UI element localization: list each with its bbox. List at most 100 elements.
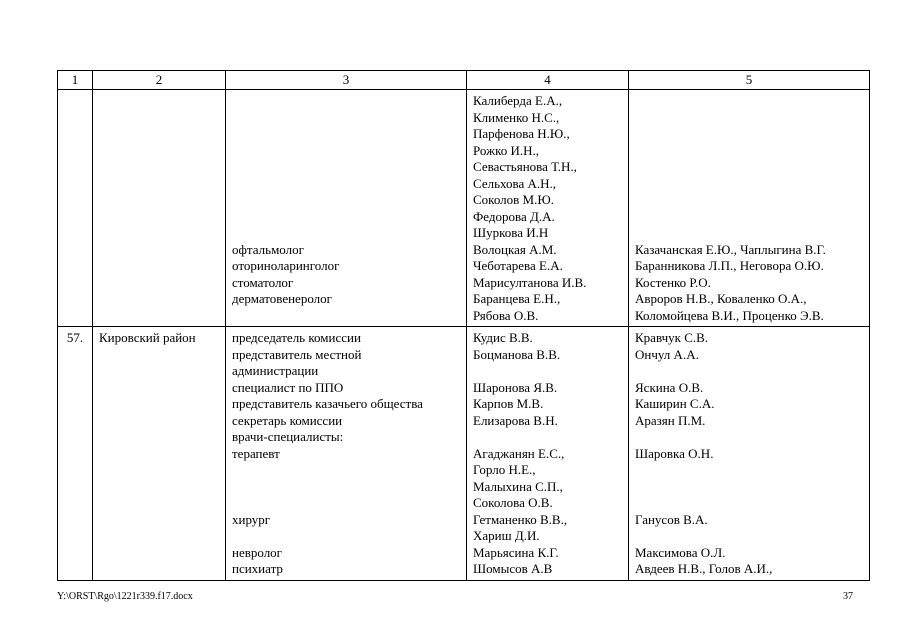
cell-line: секретарь комиссии: [232, 412, 343, 428]
members-cell: Калиберда Е.А., Клименко Н.С., Парфенова Н…: [466, 89, 629, 327]
cell-line: Шуркова И.Н: [473, 225, 549, 240]
column-header: 4: [466, 70, 629, 90]
cell-line: терапевт: [232, 445, 280, 461]
cell-line: председатель комиссии: [232, 330, 361, 345]
members-extra-cell: Кравчук С.В. Ончул А.А. Яскина О.В. Каширин…: [628, 326, 870, 581]
cell-line: [232, 495, 460, 512]
cell-line: Агаджанян Е.С.,: [473, 445, 565, 461]
cell-line: Шаровка О.Н.: [635, 445, 714, 461]
cell-line: Ганусов В.А.: [635, 511, 708, 527]
row-number-cell: [57, 89, 93, 327]
page-number: 37: [843, 591, 853, 602]
cell-line: Шомысов А.В: [473, 561, 553, 576]
district-name: Кировский район: [99, 330, 196, 345]
cell-line: [232, 143, 460, 160]
cell-line: [635, 429, 863, 446]
cell-line: Рожко И.Н.,: [473, 142, 539, 158]
cell-line: Казачанская Е.Ю., Чаплыгина В.Г.: [635, 241, 826, 257]
cell-line: Баранцева Е.Н.,: [473, 291, 561, 306]
cell-line: Костенко Р.О.: [635, 274, 711, 290]
cell-line: Каширин С.А.: [635, 396, 715, 411]
cell-line: Карпов М.В.: [473, 396, 544, 411]
cell-line: Максимова О.Л.: [635, 544, 726, 560]
cell-line: представитель местной: [232, 346, 362, 362]
cell-line: Горло Н.Е.,: [473, 462, 536, 477]
column-header: 1: [57, 70, 93, 90]
cell-line: Сельхова А.Н.,: [473, 175, 557, 191]
cell-line: Кравчук С.В.: [635, 330, 709, 345]
roles-cell: офтальмолог оториноларинголог стоматолог де…: [225, 89, 467, 327]
cell-line: дерматовенеролог: [232, 291, 332, 306]
table-body: офтальмолог оториноларинголог стоматолог де…: [57, 89, 870, 581]
cell-line: Марисултанова И.В.: [473, 274, 587, 290]
cell-line: администрации: [232, 363, 319, 378]
cell-line: [635, 528, 863, 545]
cell-line: врачи-специалисты:: [232, 429, 344, 444]
cell-line: [635, 495, 863, 512]
cell-line: невролог: [232, 544, 283, 560]
cell-line: Марьясина К.Г.: [473, 544, 559, 560]
cell-line: Федорова Д.А.: [473, 208, 555, 224]
cell-line: Аразян П.М.: [635, 412, 706, 428]
cell-line: [232, 479, 460, 496]
cell-line: [232, 110, 460, 127]
cell-line: Волоцкая А.М.: [473, 241, 557, 257]
cell-line: Малыхина С.П.,: [473, 478, 563, 494]
cell-line: Калиберда Е.А.,: [473, 93, 563, 108]
district-name: [99, 93, 219, 110]
cell-line: Клименко Н.С.,: [473, 109, 560, 125]
cell-line: Севастьянова Т.Н.,: [473, 159, 577, 174]
cell-line: [232, 126, 460, 143]
cell-line: [635, 110, 863, 127]
cell-line: [232, 462, 460, 479]
cell-line: [232, 192, 460, 209]
cell-line: [473, 363, 622, 380]
cell-line: Ончул А.А.: [635, 346, 699, 362]
cell-line: [635, 192, 863, 209]
cell-line: [635, 126, 863, 143]
table-row: 57. Кировский район председатель комиссии п…: [57, 326, 870, 581]
cell-line: представитель казачьего общества: [232, 396, 423, 411]
cell-line: офтальмолог: [232, 241, 304, 257]
cell-line: [232, 225, 460, 242]
footer-file-path: Y:\ORST\Rgo\1221r339.f17.docx: [57, 591, 193, 602]
cell-line: [473, 429, 622, 446]
column-header: 3: [225, 70, 467, 90]
cell-line: Чеботарева Е.А.: [473, 258, 563, 273]
cell-line: [635, 93, 863, 110]
district-cell: Кировский район: [92, 326, 226, 581]
cell-line: Елизарова В.Н.: [473, 412, 558, 428]
cell-line: Соколов М.Ю.: [473, 192, 554, 207]
cell-line: специалист по ППО: [232, 379, 344, 395]
cell-line: Яскина О.В.: [635, 379, 704, 395]
members-extra-cell: Казачанская Е.Ю., Чаплыгина В.Г. Баранник…: [628, 89, 870, 327]
cell-line: [232, 159, 460, 176]
roles-cell: председатель комиссии представитель местн…: [225, 326, 467, 581]
cell-line: Кудис В.В.: [473, 330, 533, 345]
district-cell: [92, 89, 226, 327]
cell-line: [232, 528, 460, 545]
row-number-cell: 57.: [57, 326, 93, 581]
cell-line: психиатр: [232, 561, 283, 576]
cell-line: [635, 143, 863, 160]
cell-line: Хариш Д.И.: [473, 528, 540, 543]
cell-line: Шаронова Я.В.: [473, 379, 558, 395]
cell-line: Баранникова Л.П., Неговора О.Ю.: [635, 258, 824, 273]
cell-line: хирург: [232, 511, 271, 527]
cell-line: Боцманова В.В.: [473, 346, 561, 362]
cell-line: Авдеев Н.В., Голов А.И.,: [635, 561, 773, 576]
cell-line: Парфенова Н.Ю.,: [473, 126, 570, 141]
cell-line: Соколова О.В.: [473, 495, 553, 510]
cell-line: Авроров Н.В., Коваленко О.А.,: [635, 291, 807, 306]
column-header: 5: [628, 70, 870, 90]
cell-line: [635, 176, 863, 193]
cell-line: [232, 93, 460, 110]
cell-line: [635, 225, 863, 242]
cell-line: [635, 159, 863, 176]
cell-line: [635, 209, 863, 226]
cell-line: оториноларинголог: [232, 258, 340, 273]
members-cell: Кудис В.В. Боцманова В.В. Шаронова Я.В. Кар…: [466, 326, 629, 581]
cell-line: стоматолог: [232, 274, 294, 290]
